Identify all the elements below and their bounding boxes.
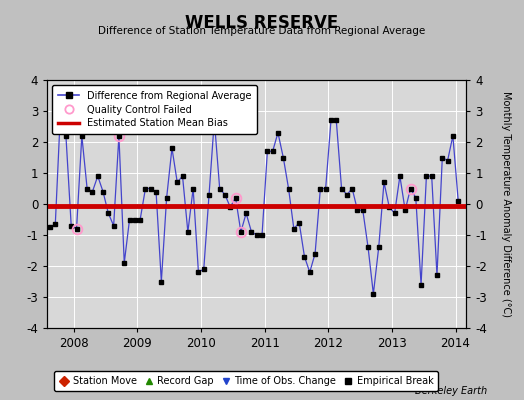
Legend: Difference from Regional Average, Quality Control Failed, Estimated Station Mean: Difference from Regional Average, Qualit… bbox=[52, 85, 257, 134]
Legend: Station Move, Record Gap, Time of Obs. Change, Empirical Break: Station Move, Record Gap, Time of Obs. C… bbox=[54, 372, 438, 391]
Text: Berkeley Earth: Berkeley Earth bbox=[415, 386, 487, 396]
Text: Difference of Station Temperature Data from Regional Average: Difference of Station Temperature Data f… bbox=[99, 26, 425, 36]
Y-axis label: Monthly Temperature Anomaly Difference (°C): Monthly Temperature Anomaly Difference (… bbox=[501, 91, 511, 317]
Text: WELLS RESERVE: WELLS RESERVE bbox=[185, 14, 339, 32]
